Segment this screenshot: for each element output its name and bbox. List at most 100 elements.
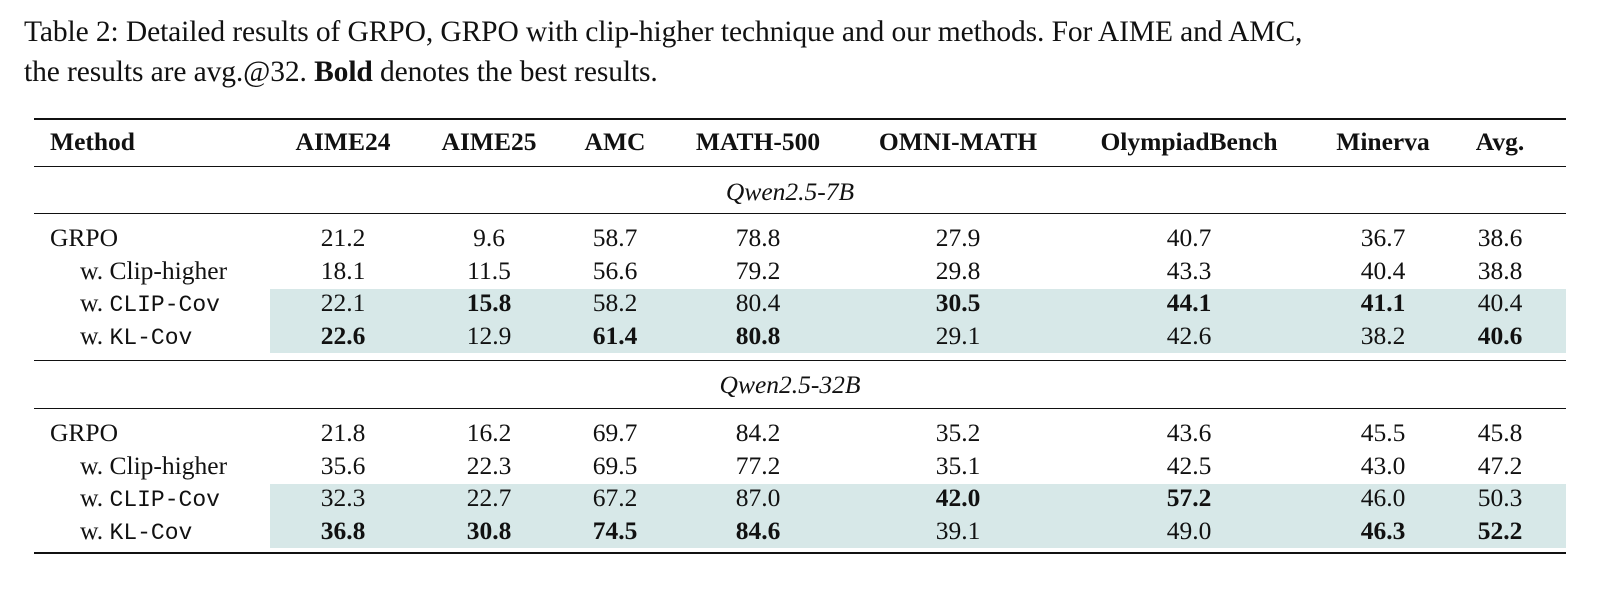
table-cell: 9.6	[473, 223, 505, 252]
table-cell: 42.0	[935, 483, 981, 512]
table-cell: 80.8	[735, 320, 781, 350]
table-cell: 16.2	[466, 418, 512, 447]
header-rule	[34, 166, 1566, 167]
highlight-block-32b	[270, 484, 1566, 548]
table-cell: 67.2	[592, 483, 638, 512]
table-cell: 43.3	[1166, 255, 1212, 285]
table-cell: 69.5	[592, 450, 638, 480]
table-cell: 21.2	[320, 223, 366, 252]
table-cell: 36.7	[1360, 223, 1406, 252]
table-cell: 18.1	[320, 255, 366, 285]
section-2-rule	[34, 408, 1566, 409]
bottom-rule	[34, 552, 1566, 554]
table-cell: 35.2	[935, 418, 981, 447]
table-cell: 30.8	[466, 515, 512, 545]
table-cell: 74.5	[592, 515, 638, 545]
method-prefix: w.	[80, 320, 110, 350]
table-cell: 22.6	[320, 320, 366, 350]
table-cell: 38.2	[1360, 320, 1406, 350]
table-cell: 49.0	[1166, 515, 1212, 545]
table-cell: 42.6	[1166, 320, 1212, 350]
table-cell: 46.0	[1360, 483, 1406, 512]
table-cell: 40.6	[1477, 320, 1523, 350]
table-cell: 21.8	[320, 418, 366, 447]
header-method: Method	[50, 127, 135, 156]
table-cell: 15.8	[466, 288, 512, 317]
table-cell: 58.7	[592, 223, 638, 252]
header-avg: Avg.	[1475, 127, 1525, 156]
table-cell: 46.3	[1360, 515, 1406, 545]
table-cell: 80.4	[735, 288, 781, 317]
table-cell: 40.4	[1477, 288, 1523, 317]
table-cell: 35.1	[935, 450, 981, 480]
table-cell: 22.3	[466, 450, 512, 480]
table-cell: 38.8	[1477, 255, 1523, 285]
header-aime24: AIME24	[295, 127, 391, 156]
method-label: w. CLIP-Cov	[80, 287, 220, 321]
table-cell: 50.3	[1477, 483, 1523, 512]
caption-line-1: Table 2: Detailed results of GRPO, GRPO …	[24, 16, 1303, 48]
method-name: CLIP-Cov	[109, 487, 220, 513]
method-name: KL-Cov	[109, 519, 193, 546]
table-cell: 87.0	[735, 483, 781, 512]
table-cell: 38.6	[1477, 223, 1523, 252]
table-cell: 44.1	[1166, 288, 1212, 317]
header-aime25: AIME25	[441, 127, 537, 156]
table-cell: 69.7	[592, 418, 638, 447]
highlight-block-7b	[270, 289, 1566, 353]
caption-line-2-prefix: the results are avg.@32.	[24, 56, 315, 88]
table-cell: 84.2	[735, 418, 781, 447]
table-cell: 11.5	[467, 255, 511, 285]
table-cell: 58.2	[592, 288, 638, 317]
table-cell: 57.2	[1166, 483, 1212, 512]
table-cell: 43.0	[1360, 450, 1406, 480]
section-title-7b: Qwen2.5-7B	[725, 177, 855, 206]
table-cell: 39.1	[935, 515, 981, 545]
table-cell: 22.7	[466, 483, 512, 512]
table-cell: 79.2	[735, 255, 781, 285]
table-cell: 42.5	[1166, 450, 1212, 480]
section-title-32b: Qwen2.5-32B	[719, 370, 861, 399]
caption-line-2: the results are avg.@32. Bold denotes th…	[24, 52, 1584, 92]
table-cell: 52.2	[1477, 515, 1523, 545]
table-cell: 77.2	[735, 450, 781, 480]
table-cell: 56.6	[592, 255, 638, 285]
method-label: w. KL-Cov	[80, 515, 192, 549]
method-label: w. CLIP-Cov	[80, 482, 220, 516]
method-prefix: w.	[80, 515, 110, 545]
header-olympiadbench: OlympiadBench	[1100, 127, 1278, 156]
table-cell: 47.2	[1477, 450, 1523, 480]
method-prefix: w.	[80, 288, 110, 317]
method-label: GRPO	[50, 418, 119, 447]
table-cell: 32.3	[320, 483, 366, 512]
caption-bold-word: Bold	[314, 56, 373, 88]
method-label: w. Clip-higher	[80, 255, 228, 285]
method-label: w. Clip-higher	[80, 450, 228, 480]
table-cell: 12.9	[466, 320, 512, 350]
table-cell: 29.1	[935, 320, 981, 350]
table-cell: 36.8	[320, 515, 366, 545]
table-cell: 40.4	[1360, 255, 1406, 285]
header-amc: AMC	[584, 127, 646, 156]
table-cell: 30.5	[935, 288, 981, 317]
table-cell: 35.6	[320, 450, 366, 480]
table-cell: 43.6	[1166, 418, 1212, 447]
table-caption: Table 2: Detailed results of GRPO, GRPO …	[24, 12, 1584, 92]
method-label: w. KL-Cov	[80, 320, 192, 354]
table-cell: 45.8	[1477, 418, 1523, 447]
section-1-rule	[34, 213, 1566, 214]
table-cell: 45.5	[1360, 418, 1406, 447]
table-cell: 29.8	[935, 255, 981, 285]
table-cell: 22.1	[320, 288, 366, 317]
method-prefix: w.	[80, 483, 110, 512]
table-cell: 27.9	[935, 223, 981, 252]
table-cell: 41.1	[1360, 288, 1406, 317]
method-name: KL-Cov	[109, 324, 193, 351]
table-cell: 40.7	[1166, 223, 1212, 252]
method-label: GRPO	[50, 223, 119, 252]
table-cell: 78.8	[735, 223, 781, 252]
header-math-500: MATH-500	[695, 127, 821, 156]
table-cell: 61.4	[592, 320, 638, 350]
method-name: CLIP-Cov	[109, 292, 220, 318]
header-omni-math: OMNI-MATH	[878, 127, 1038, 156]
